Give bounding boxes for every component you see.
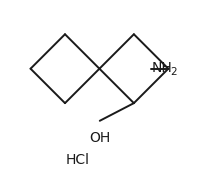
Text: OH: OH — [89, 130, 110, 145]
Text: NH: NH — [151, 61, 172, 75]
Text: HCl: HCl — [66, 153, 90, 167]
Text: 2: 2 — [170, 67, 177, 77]
